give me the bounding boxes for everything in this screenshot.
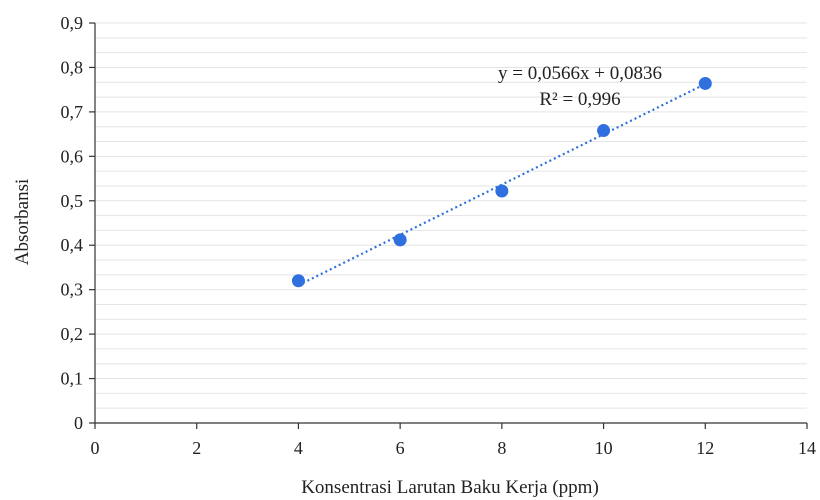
y-tick-label: 0,2 xyxy=(61,324,84,344)
r-squared-label: R² = 0,996 xyxy=(539,89,620,110)
data-point xyxy=(393,233,407,247)
data-points xyxy=(291,76,712,288)
x-tick-label: 4 xyxy=(294,438,303,458)
x-tick-label: 8 xyxy=(497,438,506,458)
x-tick-label: 2 xyxy=(192,438,201,458)
y-tick-label: 0,8 xyxy=(61,57,84,77)
x-tick-label: 6 xyxy=(396,438,405,458)
y-tick-label: 0,4 xyxy=(61,235,84,255)
x-tick-label: 10 xyxy=(595,438,613,458)
x-tick-label: 0 xyxy=(91,438,100,458)
x-axis-ticks: 0 2 4 6 8 10 12 14 xyxy=(91,423,816,458)
x-tick-label: 14 xyxy=(798,438,816,458)
gridlines xyxy=(95,22,807,409)
y-tick-label: 0,9 xyxy=(61,13,84,33)
y-axis-ticks: 0 0,1 0,2 0,3 0,4 0,5 0,6 0,7 0,8 0,9 xyxy=(61,13,95,433)
data-point xyxy=(597,124,611,138)
y-axis-title: Absorbansi xyxy=(12,179,33,266)
trendline-equation: y = 0,0566x + 0,0836 xyxy=(498,63,662,84)
x-tick-label: 12 xyxy=(696,438,714,458)
y-tick-label: 0,6 xyxy=(61,146,84,166)
y-tick-label: 0,3 xyxy=(61,280,84,300)
y-tick-label: 0,7 xyxy=(61,102,84,122)
data-point xyxy=(495,184,509,198)
x-axis-title: Konsentrasi Larutan Baku Kerja (ppm) xyxy=(301,477,599,498)
data-point xyxy=(698,76,712,90)
y-tick-label: 0 xyxy=(74,413,83,433)
y-tick-label: 0,5 xyxy=(61,191,84,211)
y-tick-label: 0,1 xyxy=(61,369,84,389)
data-point xyxy=(291,274,305,288)
